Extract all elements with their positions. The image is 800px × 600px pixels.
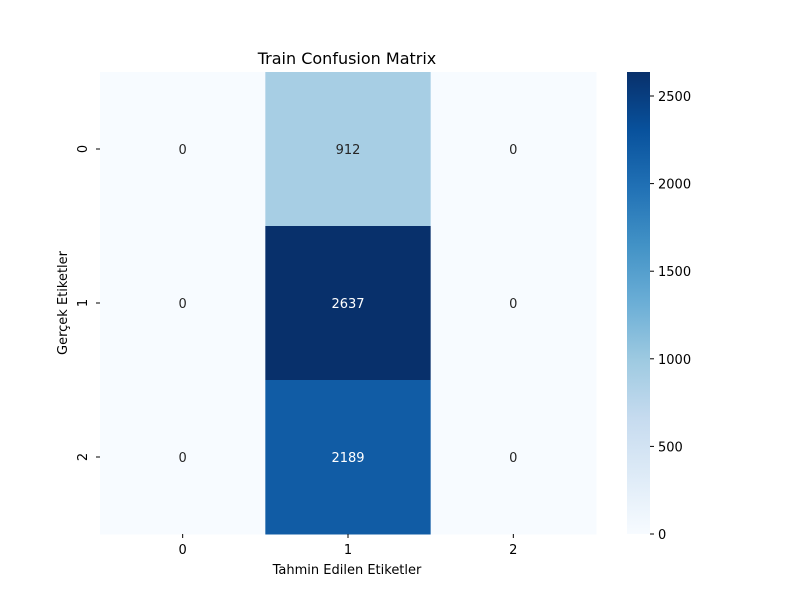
- heatmap-cell-1-1: [265, 226, 432, 381]
- cell-value-label: 0: [179, 143, 187, 158]
- cell-value-label: 2637: [331, 297, 364, 312]
- heatmap-cells: 0 912 0 0 2637 0 0 2189 0: [100, 72, 597, 535]
- colorbar-tick-label: 1500: [658, 265, 691, 280]
- colorbar-tick-label: 2500: [658, 90, 691, 105]
- cell-value-label: 912: [336, 143, 361, 158]
- x-tick-label: 0: [179, 543, 187, 558]
- axis-ticks: 0 1 2 0 1 2: [76, 145, 517, 558]
- heatmap-cell-0-1: [265, 72, 432, 227]
- cell-value-label: 0: [179, 297, 187, 312]
- x-tick-label: 1: [344, 543, 352, 558]
- colorbar-tick-label: 2000: [658, 178, 691, 193]
- y-tick-label: 2: [76, 453, 91, 461]
- chart-title: Train Confusion Matrix: [257, 49, 437, 68]
- cell-value-label: 0: [509, 297, 517, 312]
- heatmap-cell-0-2: [430, 72, 597, 227]
- heatmap-cell-2-0: [100, 380, 266, 535]
- y-tick-label: 0: [76, 145, 91, 153]
- colorbar-tick-label: 500: [658, 440, 683, 455]
- colorbar: [627, 72, 650, 534]
- cell-value-label: 0: [509, 143, 517, 158]
- colorbar-ticks: 0 500 1000 1500 2000 2500: [650, 90, 691, 543]
- cell-value-label: 0: [509, 451, 517, 466]
- colorbar-tick-label: 1000: [658, 353, 691, 368]
- x-axis-label: Tahmin Edilen Etiketler: [272, 563, 422, 578]
- x-tick-label: 2: [509, 543, 517, 558]
- cell-value-label: 0: [179, 451, 187, 466]
- colorbar-tick-label: 0: [658, 528, 666, 543]
- heatmap-cell-1-2: [430, 226, 597, 381]
- heatmap-cell-1-0: [100, 226, 266, 381]
- heatmap-cell-2-2: [430, 380, 597, 535]
- heatmap-cell-0-0: [100, 72, 266, 227]
- y-axis-label: Gerçek Etiketler: [56, 250, 71, 355]
- y-tick-label: 1: [76, 299, 91, 307]
- heatmap-cell-2-1: [265, 380, 432, 535]
- cell-value-label: 2189: [331, 451, 364, 466]
